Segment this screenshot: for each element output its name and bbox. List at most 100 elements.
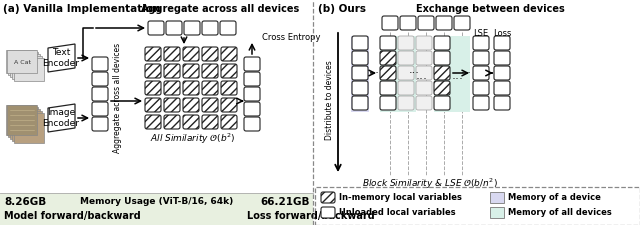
Bar: [490, 207, 504, 218]
FancyBboxPatch shape: [494, 51, 510, 65]
FancyBboxPatch shape: [321, 207, 335, 218]
FancyBboxPatch shape: [145, 115, 161, 129]
FancyBboxPatch shape: [418, 16, 434, 30]
Text: ···: ···: [408, 68, 419, 78]
FancyBboxPatch shape: [202, 21, 218, 35]
Bar: [380, 36, 416, 112]
FancyBboxPatch shape: [434, 96, 450, 110]
FancyBboxPatch shape: [473, 96, 489, 110]
FancyBboxPatch shape: [398, 96, 414, 110]
FancyBboxPatch shape: [382, 16, 398, 30]
FancyBboxPatch shape: [145, 47, 161, 61]
Text: Text
Encoder: Text Encoder: [42, 48, 79, 68]
FancyBboxPatch shape: [202, 47, 218, 61]
FancyBboxPatch shape: [494, 81, 510, 95]
FancyBboxPatch shape: [202, 64, 218, 78]
FancyBboxPatch shape: [398, 51, 414, 65]
FancyBboxPatch shape: [202, 115, 218, 129]
Bar: [10, 109, 40, 139]
Text: In-memory local variables: In-memory local variables: [339, 193, 462, 202]
Text: ···: ···: [461, 68, 472, 78]
FancyBboxPatch shape: [398, 36, 414, 50]
FancyBboxPatch shape: [164, 98, 180, 112]
Bar: [12, 56, 42, 79]
Text: 66.21GB: 66.21GB: [260, 197, 310, 207]
Text: Memory of a device: Memory of a device: [508, 193, 601, 202]
FancyBboxPatch shape: [321, 192, 335, 203]
FancyBboxPatch shape: [416, 96, 432, 110]
FancyBboxPatch shape: [434, 36, 450, 50]
Text: ···: ···: [416, 74, 428, 86]
FancyBboxPatch shape: [416, 36, 432, 50]
FancyBboxPatch shape: [166, 21, 182, 35]
FancyBboxPatch shape: [221, 47, 237, 61]
Text: Unloaded local variables: Unloaded local variables: [339, 208, 456, 217]
FancyBboxPatch shape: [473, 81, 489, 95]
Bar: [8, 107, 38, 137]
Bar: [351, 36, 369, 112]
Bar: [315, 187, 640, 225]
FancyBboxPatch shape: [164, 47, 180, 61]
Text: Loss forward/backward: Loss forward/backward: [247, 211, 375, 221]
Bar: [14, 113, 44, 143]
FancyBboxPatch shape: [434, 51, 450, 65]
FancyBboxPatch shape: [183, 64, 199, 78]
FancyBboxPatch shape: [92, 87, 108, 101]
Text: Aggregate across all devices: Aggregate across all devices: [113, 43, 122, 153]
Text: Cross Entropy: Cross Entropy: [262, 32, 321, 41]
Text: Block Similarity & LSE $\mathcal{O}(b/n^2)$: Block Similarity & LSE $\mathcal{O}(b/n^…: [362, 177, 498, 191]
FancyBboxPatch shape: [92, 102, 108, 116]
Bar: [12, 111, 42, 141]
FancyBboxPatch shape: [494, 96, 510, 110]
FancyBboxPatch shape: [380, 66, 396, 80]
Text: All Similarity $\mathcal{O}(b^2)$: All Similarity $\mathcal{O}(b^2)$: [150, 132, 236, 146]
Bar: [6, 105, 36, 135]
FancyBboxPatch shape: [400, 16, 416, 30]
Bar: [10, 54, 40, 77]
Text: Exchange between devices: Exchange between devices: [415, 4, 564, 14]
FancyBboxPatch shape: [145, 98, 161, 112]
Bar: [434, 36, 470, 112]
FancyBboxPatch shape: [494, 66, 510, 80]
Text: Aggregate across all devices: Aggregate across all devices: [141, 4, 299, 14]
Text: (b) Ours: (b) Ours: [318, 4, 366, 14]
FancyBboxPatch shape: [352, 96, 368, 110]
Polygon shape: [48, 44, 75, 72]
FancyBboxPatch shape: [352, 66, 368, 80]
Bar: [14, 58, 44, 81]
FancyBboxPatch shape: [244, 57, 260, 71]
FancyBboxPatch shape: [92, 117, 108, 131]
FancyBboxPatch shape: [183, 115, 199, 129]
Bar: [7, 50, 37, 73]
FancyBboxPatch shape: [352, 36, 368, 50]
Text: Memory of all devices: Memory of all devices: [508, 208, 612, 217]
FancyBboxPatch shape: [145, 64, 161, 78]
Bar: [6, 50, 36, 73]
FancyBboxPatch shape: [380, 36, 396, 50]
Text: (a) Vanilla Implementation: (a) Vanilla Implementation: [3, 4, 161, 14]
FancyBboxPatch shape: [473, 36, 489, 50]
FancyBboxPatch shape: [164, 81, 180, 95]
Bar: [8, 52, 38, 75]
Text: A Cat: A Cat: [13, 59, 31, 65]
FancyBboxPatch shape: [148, 21, 164, 35]
FancyBboxPatch shape: [221, 64, 237, 78]
Bar: [490, 192, 504, 203]
Text: Loss: Loss: [493, 29, 511, 38]
FancyBboxPatch shape: [183, 98, 199, 112]
FancyBboxPatch shape: [221, 98, 237, 112]
FancyBboxPatch shape: [454, 16, 470, 30]
FancyBboxPatch shape: [434, 66, 450, 80]
FancyBboxPatch shape: [352, 81, 368, 95]
FancyBboxPatch shape: [184, 21, 200, 35]
FancyBboxPatch shape: [183, 47, 199, 61]
FancyBboxPatch shape: [92, 72, 108, 86]
Bar: [7, 105, 37, 135]
FancyBboxPatch shape: [183, 81, 199, 95]
FancyBboxPatch shape: [398, 81, 414, 95]
FancyBboxPatch shape: [494, 36, 510, 50]
Text: Distribute to devices: Distribute to devices: [324, 60, 333, 140]
FancyBboxPatch shape: [380, 96, 396, 110]
FancyBboxPatch shape: [416, 66, 432, 80]
FancyBboxPatch shape: [473, 66, 489, 80]
